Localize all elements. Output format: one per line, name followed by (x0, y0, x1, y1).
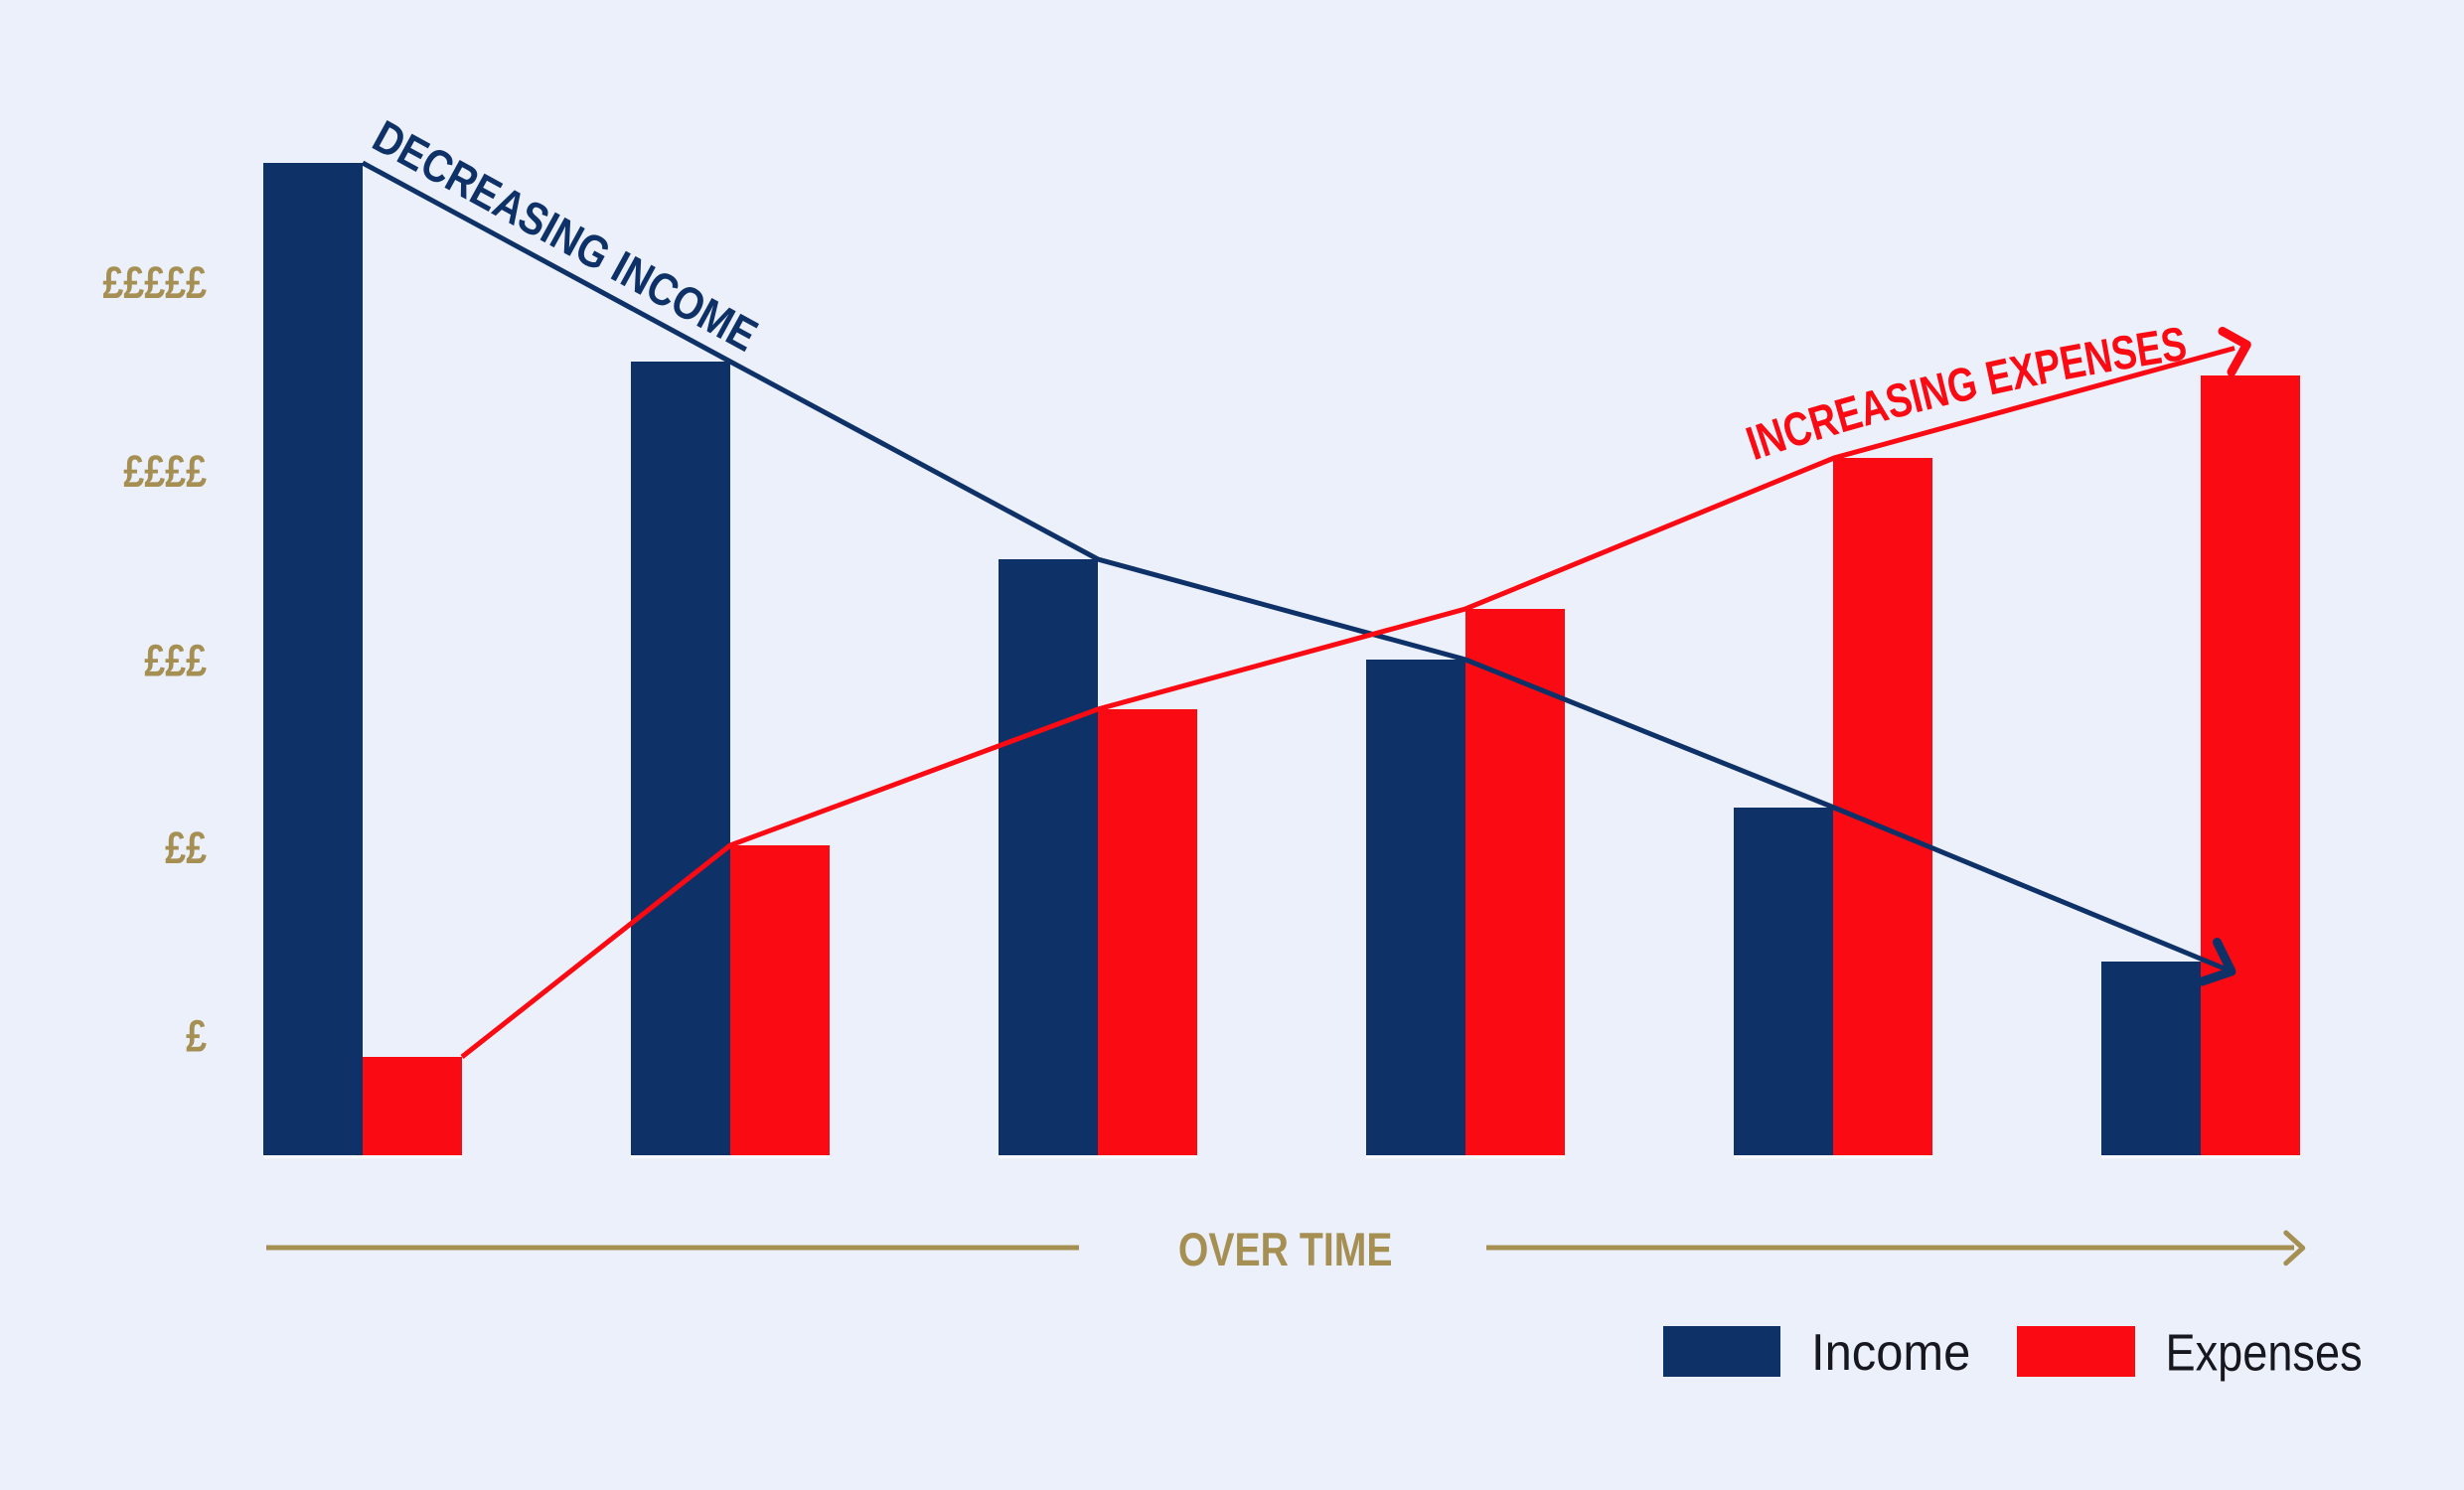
svg-text:£££: £££ (144, 635, 207, 685)
svg-text:££££: ££££ (123, 446, 207, 497)
svg-text:OVER TIME: OVER TIME (1178, 1225, 1393, 1276)
svg-text:Income: Income (1811, 1323, 1970, 1382)
svg-text:£££££: £££££ (102, 257, 207, 308)
svg-text:Expenses: Expenses (2166, 1325, 2363, 1383)
svg-text:£: £ (186, 1010, 207, 1061)
svg-text:££: ££ (165, 822, 207, 873)
